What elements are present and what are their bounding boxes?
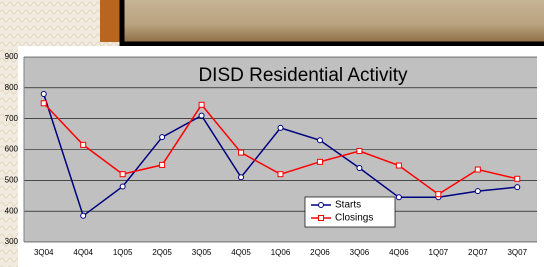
data-point (515, 185, 520, 190)
y-tick-label: 500 (5, 175, 19, 184)
data-point (317, 138, 322, 143)
legend-label: Starts (335, 200, 361, 211)
legend-label: Closings (335, 213, 373, 224)
chart-title: DISD Residential Activity (198, 65, 408, 86)
data-point (436, 192, 441, 197)
x-tick-label: 1Q06 (271, 248, 291, 257)
data-point (475, 189, 480, 194)
x-tick-label: 4Q06 (389, 248, 409, 257)
data-point (199, 102, 204, 107)
x-tick-label: 3Q04 (34, 248, 54, 257)
data-point (81, 213, 86, 218)
x-tick-label: 2Q06 (310, 248, 330, 257)
y-tick-label: 400 (5, 206, 19, 215)
x-tick-label: 4Q04 (73, 248, 93, 257)
data-point (199, 113, 204, 118)
y-tick-label: 600 (5, 145, 19, 154)
data-point (357, 149, 362, 154)
data-point (475, 167, 480, 172)
legend-marker (319, 216, 324, 221)
data-point (396, 195, 401, 200)
data-point (357, 166, 362, 171)
x-tick-label: 1Q05 (113, 248, 133, 257)
y-tick-label: 900 (5, 52, 19, 61)
y-tick-label: 800 (5, 83, 19, 92)
y-tick-label: 300 (5, 237, 19, 246)
data-point (239, 175, 244, 180)
x-tick-label: 3Q07 (507, 248, 527, 257)
data-point (278, 125, 283, 130)
x-tick-label: 1Q07 (429, 248, 449, 257)
data-point (120, 184, 125, 189)
data-point (278, 172, 283, 177)
x-tick-label: 2Q05 (152, 248, 172, 257)
data-point (396, 163, 401, 168)
data-point (239, 150, 244, 155)
data-point (160, 135, 165, 140)
data-point (41, 92, 46, 97)
x-tick-label: 4Q05 (231, 248, 251, 257)
data-point (120, 172, 125, 177)
x-tick-label: 3Q05 (192, 248, 212, 257)
data-point (41, 101, 46, 106)
y-tick-label: 700 (5, 114, 19, 123)
chart: 300 400 500 600 700 800 900 3Q04 4Q04 1Q05 2Q05 3Q0… (0, 0, 544, 267)
x-tick-label: 2Q07 (468, 248, 488, 257)
data-point (515, 176, 520, 181)
data-point (81, 142, 86, 147)
data-point (317, 159, 322, 164)
photo (122, 0, 544, 44)
x-tick-label: 3Q06 (350, 248, 370, 257)
data-point (160, 162, 165, 167)
legend-marker (319, 203, 324, 208)
